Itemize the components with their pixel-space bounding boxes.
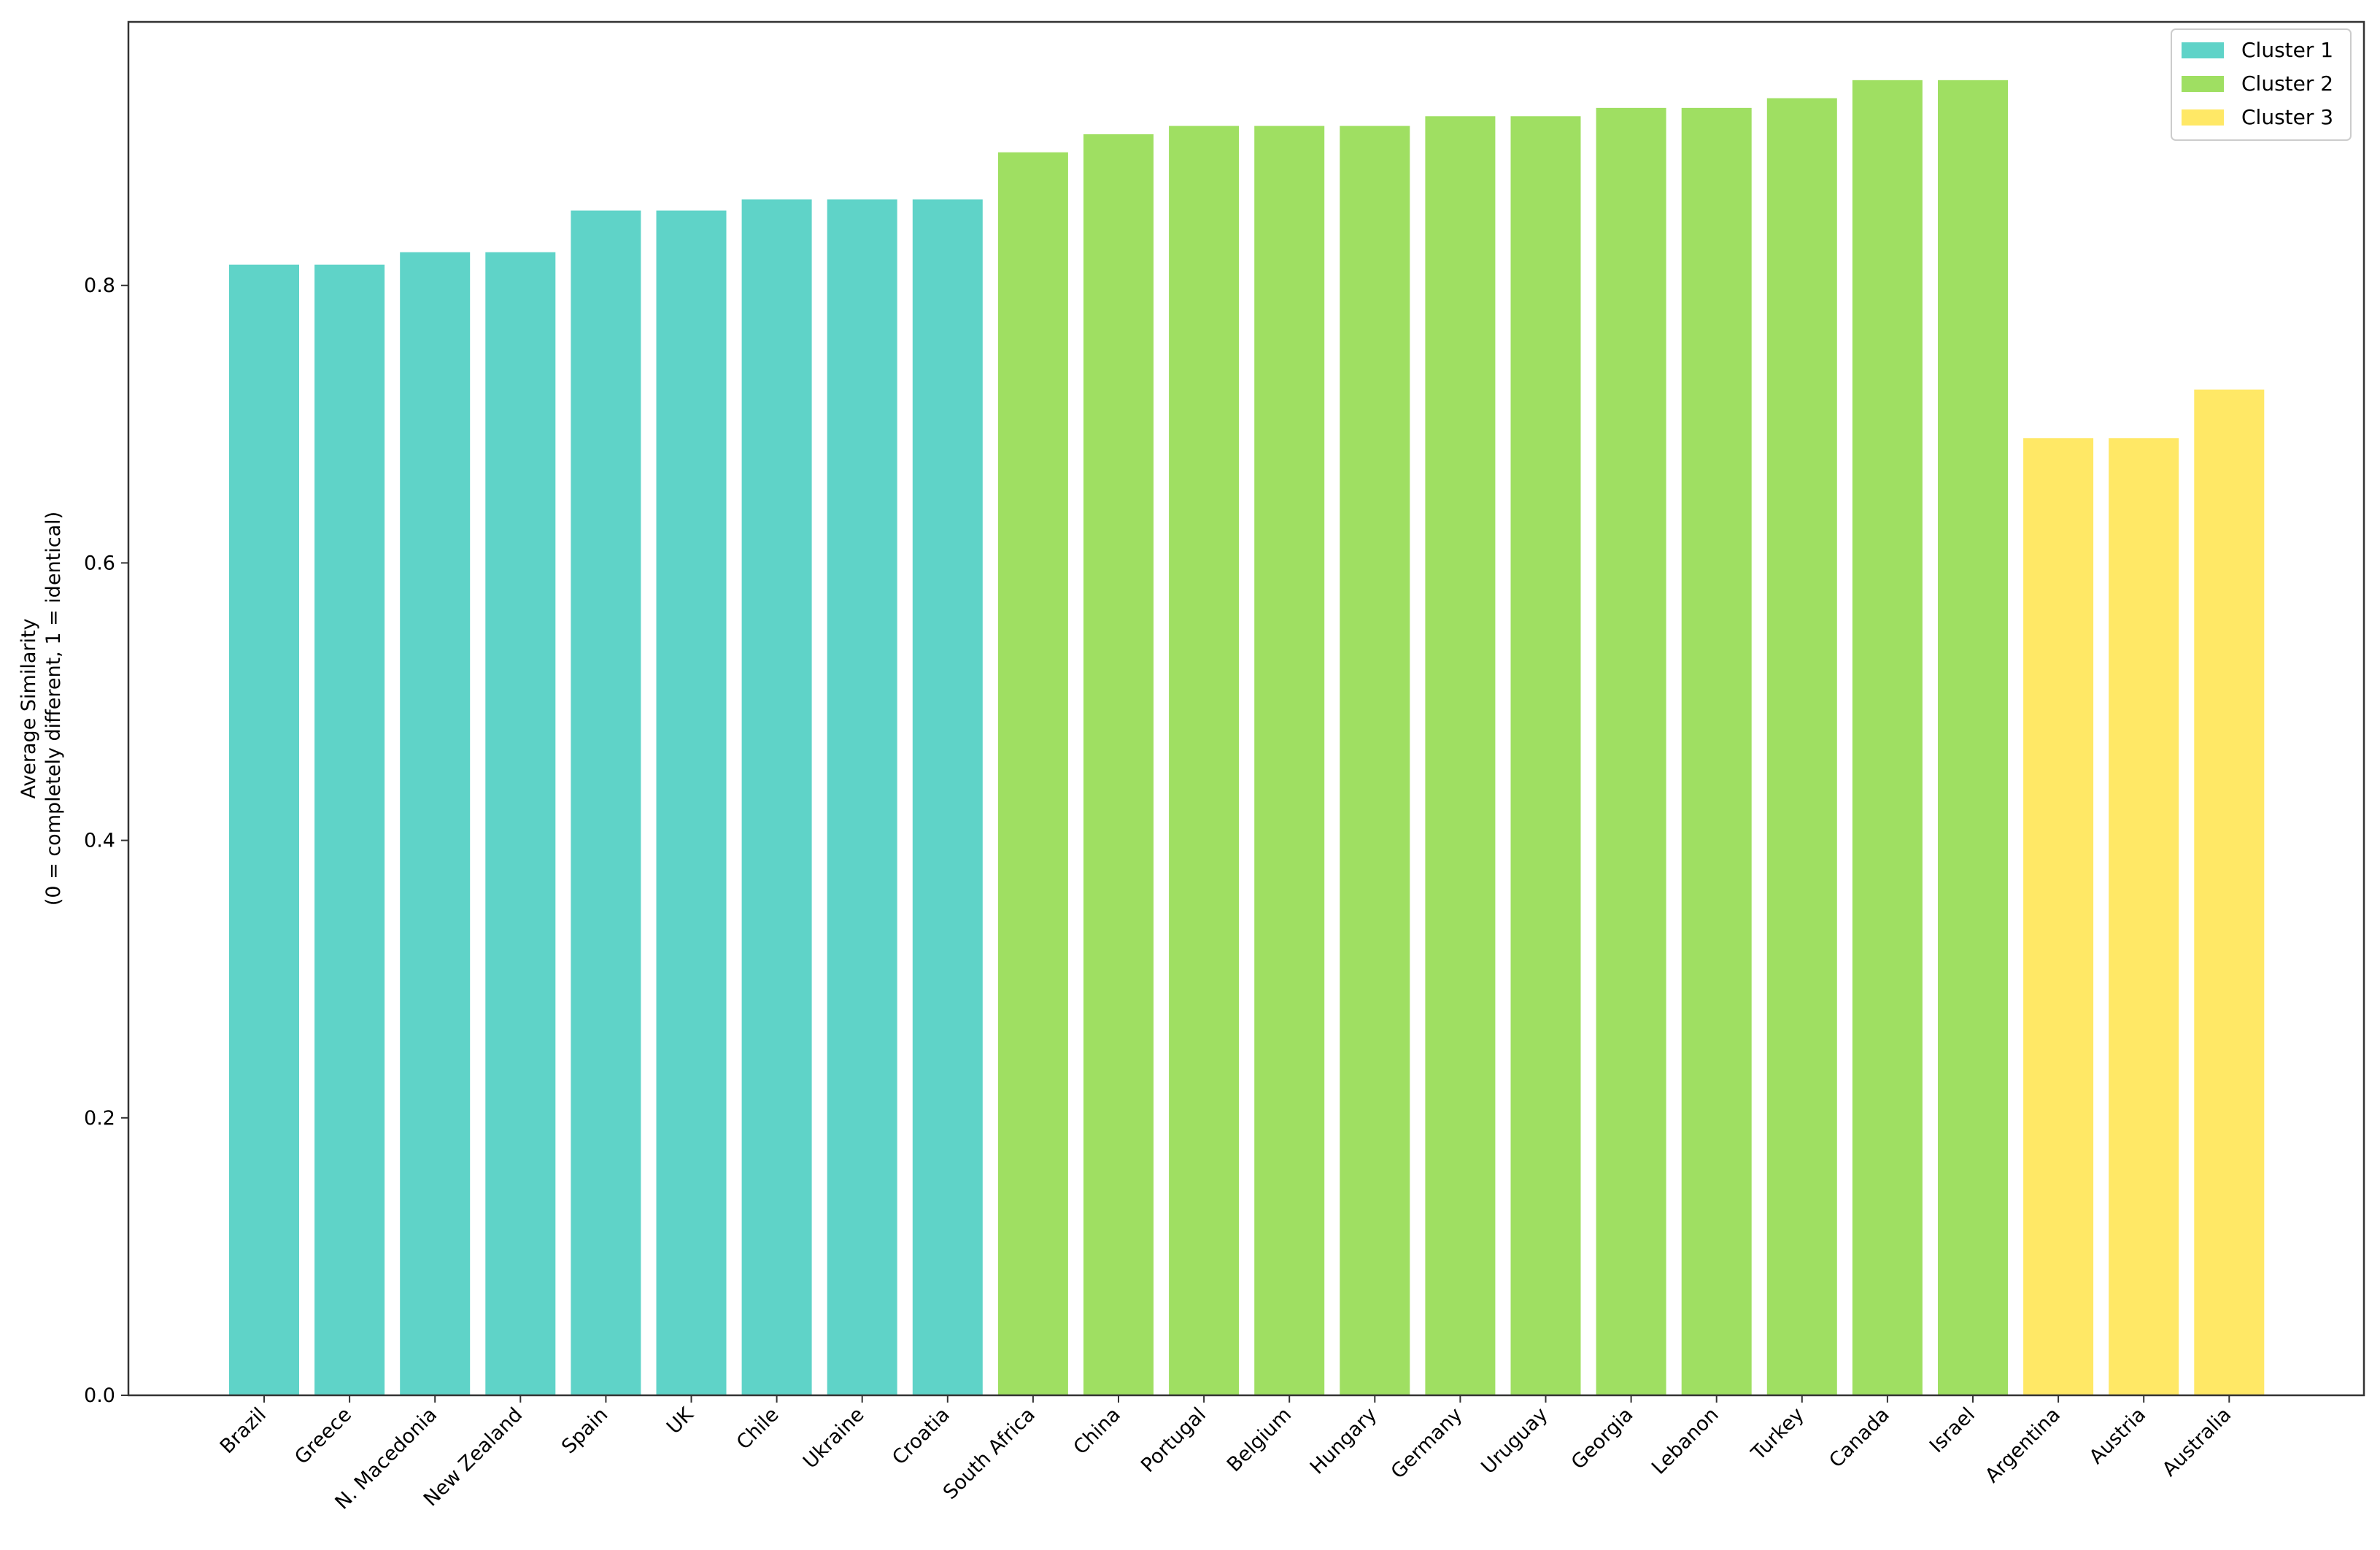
bar-greece xyxy=(314,264,385,1395)
legend: Cluster 1 Cluster 2 Cluster 3 xyxy=(2171,28,2352,141)
bars-group xyxy=(229,80,2265,1396)
y-tick-label: 0.6 xyxy=(84,552,115,574)
bar-austria xyxy=(2109,438,2179,1396)
bar-new-zealand xyxy=(485,252,556,1396)
y-axis-label-line2: (0 = completely different, 1 = identical… xyxy=(42,512,65,906)
y-tick-label: 0.4 xyxy=(84,830,115,852)
bar-ukraine xyxy=(827,199,897,1395)
legend-swatch xyxy=(2182,76,2224,92)
legend-swatch xyxy=(2182,42,2224,58)
legend-swatch xyxy=(2182,109,2224,126)
bar-australia xyxy=(2194,389,2265,1395)
bar-lebanon xyxy=(1681,107,1752,1395)
y-tick-label: 0.0 xyxy=(84,1384,115,1407)
bar-chile xyxy=(741,199,812,1395)
bar-brazil xyxy=(229,264,299,1395)
bar-belgium xyxy=(1254,126,1325,1395)
bar-uruguay xyxy=(1510,116,1581,1396)
y-axis: 0.0 0.2 0.4 0.6 0.8 xyxy=(84,274,128,1407)
bar-croatia xyxy=(912,199,983,1395)
plot-frame xyxy=(127,20,2365,1397)
bar-canada xyxy=(1852,80,1923,1396)
legend-entry: Cluster 1 xyxy=(2241,38,2333,62)
bar-turkey xyxy=(1766,98,1837,1396)
bar-georgia xyxy=(1596,107,1666,1395)
bar-uk xyxy=(656,210,727,1396)
bar-argentina xyxy=(2023,438,2094,1396)
bar-germany xyxy=(1425,116,1496,1396)
y-axis-label-line1: Average Similarity xyxy=(18,618,40,798)
bar-portugal xyxy=(1169,126,1240,1395)
legend-entry: Cluster 3 xyxy=(2241,105,2333,129)
bar-south-africa xyxy=(997,152,1068,1395)
bar-n-macedonia xyxy=(400,252,471,1396)
y-tick-label: 0.2 xyxy=(84,1107,115,1130)
bar-spain xyxy=(571,210,641,1396)
bar-china xyxy=(1083,134,1154,1395)
legend-entry: Cluster 2 xyxy=(2241,72,2333,96)
y-tick-label: 0.8 xyxy=(84,274,115,297)
bar-hungary xyxy=(1340,126,1410,1395)
bar-israel xyxy=(1938,80,2008,1396)
